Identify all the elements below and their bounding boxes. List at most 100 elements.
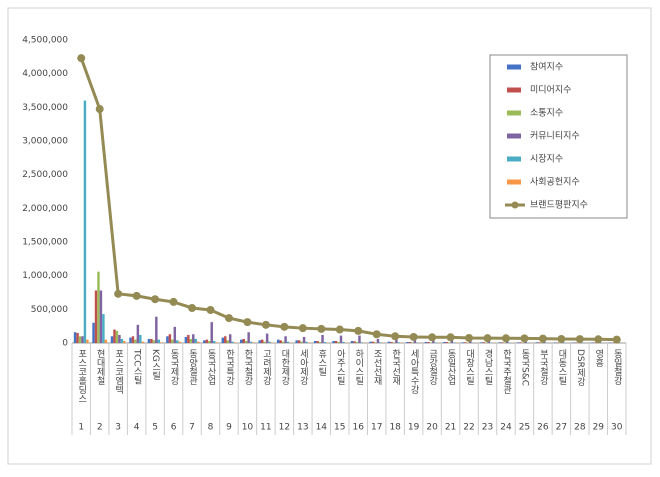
bar [178, 342, 180, 343]
bar [556, 342, 558, 343]
bar [97, 272, 99, 343]
x-tick-label: 한국주철관 [501, 349, 511, 394]
bar [261, 340, 263, 343]
rank-label: 24 [500, 423, 512, 433]
y-tick-label: 2,500,000 [22, 170, 68, 180]
bar [427, 342, 429, 343]
x-tick-label: 세아특수강 [409, 349, 419, 394]
bar [279, 340, 281, 343]
y-tick-label: 3,000,000 [22, 137, 68, 147]
x-tick-label: DSR제강 [575, 349, 585, 386]
bar [443, 342, 445, 343]
bar [390, 342, 392, 343]
rank-label: 12 [279, 423, 290, 433]
y-tick-label: 0 [62, 339, 68, 349]
y-tick-label: 2,000,000 [22, 204, 68, 214]
rank-label: 13 [297, 423, 308, 433]
bar [435, 342, 437, 343]
bar [206, 340, 208, 343]
legend-swatch [512, 202, 519, 209]
bar [572, 342, 574, 343]
bar [340, 336, 342, 343]
x-tick-label: 휴스틸 [316, 349, 326, 376]
bar [81, 336, 83, 343]
line-marker [317, 325, 325, 333]
line-marker [299, 324, 307, 332]
bar [243, 339, 245, 343]
bar [259, 340, 261, 343]
rank-label: 9 [226, 423, 232, 433]
bar [176, 340, 178, 343]
bar [84, 101, 86, 343]
x-tick-label: 하이스틸 [353, 349, 363, 385]
rank-label: 17 [371, 423, 382, 433]
legend-label: 참여지수 [530, 61, 563, 73]
x-tick-label: 동국산업 [206, 349, 216, 385]
bar [224, 336, 226, 343]
bar [554, 342, 556, 343]
bar [268, 342, 270, 343]
rank-label: 26 [537, 423, 549, 433]
bar [393, 342, 395, 343]
x-tick-label: KG스틸 [150, 349, 160, 380]
bar [358, 336, 360, 343]
rank-label: 3 [115, 423, 121, 433]
legend-swatch [507, 157, 521, 162]
bar [430, 342, 432, 343]
x-tick-label: 포스코엠텍 [113, 349, 123, 395]
bar [372, 342, 374, 343]
line-marker [114, 290, 122, 298]
bar [369, 342, 371, 343]
bar [166, 336, 168, 343]
bar [324, 342, 326, 343]
bar [467, 342, 469, 343]
bar [247, 332, 249, 343]
legend-label: 소통지수 [530, 108, 563, 119]
bar [142, 342, 144, 343]
x-tick-label: 한국선재 [390, 349, 400, 386]
bar [192, 334, 194, 343]
legend-swatch [507, 111, 521, 116]
x-tick-label: 동국S&C [519, 349, 529, 386]
bar [464, 342, 466, 343]
rank-label: 5 [152, 423, 158, 433]
bar [295, 340, 297, 343]
bar [76, 333, 78, 343]
line-marker [207, 306, 215, 314]
bar [298, 340, 300, 343]
bar [227, 340, 229, 343]
bar [351, 341, 353, 343]
x-tick-label: 세아제강 [298, 349, 308, 385]
y-tick-label: 1,000,000 [22, 271, 68, 281]
x-tick-label: 고려제강 [261, 349, 271, 385]
x-tick-label: 대창스틸 [464, 349, 474, 385]
bar [116, 331, 118, 343]
bar [319, 342, 321, 343]
bar [300, 342, 302, 343]
rank-label: 4 [134, 423, 140, 433]
line-marker [613, 336, 621, 344]
bar [409, 342, 411, 343]
bar [211, 322, 213, 343]
line-marker [225, 314, 233, 322]
x-tick-label: 대동스틸 [556, 349, 566, 385]
bar [240, 340, 242, 343]
bar [185, 337, 187, 343]
bar [305, 342, 307, 343]
bar [536, 342, 538, 343]
bar [284, 336, 286, 343]
bar [342, 342, 344, 343]
bar [171, 340, 173, 343]
bar [132, 336, 134, 343]
legend-label: 브랜드평판지수 [530, 200, 588, 211]
x-tick-label: 현대제철 [95, 349, 105, 385]
rank-label: 2 [97, 423, 103, 433]
legend-label: 커뮤니티지수 [530, 131, 580, 142]
bar [388, 342, 390, 343]
bar [361, 342, 363, 343]
y-tick-label: 1,500,000 [22, 238, 68, 248]
legend-swatch [507, 134, 521, 139]
bar [74, 332, 76, 343]
bar [499, 342, 501, 343]
bar [593, 342, 595, 343]
